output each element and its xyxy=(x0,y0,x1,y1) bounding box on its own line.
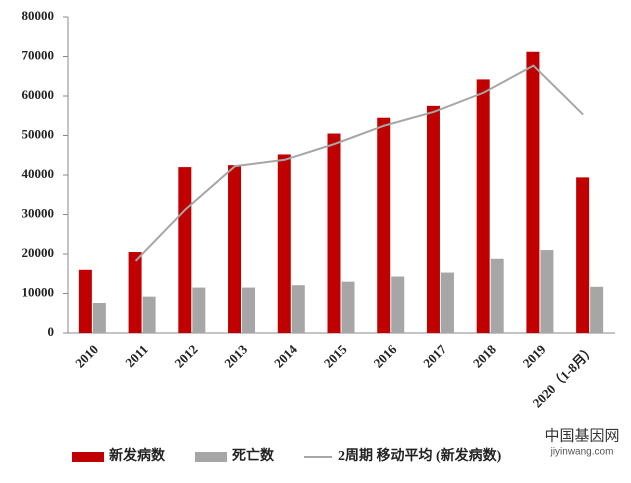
x-tick-label: 2019 xyxy=(520,341,549,370)
watermark-url: jiyinwang.com xyxy=(550,447,614,458)
x-tick-label: 2010 xyxy=(72,342,101,371)
bar xyxy=(228,165,242,333)
legend-label: 死亡数 xyxy=(231,447,275,464)
bar xyxy=(242,287,256,333)
bar xyxy=(526,51,540,333)
legend-swatch xyxy=(72,452,104,462)
y-tick-label: 60000 xyxy=(22,87,55,102)
y-tick-label: 80000 xyxy=(22,8,55,23)
bar xyxy=(291,285,305,333)
legend-label: 新发病数 xyxy=(109,447,166,464)
bar xyxy=(476,79,490,333)
bar xyxy=(192,287,206,333)
bar xyxy=(391,276,405,333)
y-tick-label: 50000 xyxy=(22,126,55,141)
x-tick-label: 2015 xyxy=(321,341,350,370)
x-tick-label: 2012 xyxy=(172,342,201,371)
bar xyxy=(590,286,604,333)
watermark-title: 中国基因网 xyxy=(544,427,619,444)
x-tick-label: 2014 xyxy=(271,341,300,370)
legend-swatch xyxy=(195,452,227,462)
x-tick-label: 2017 xyxy=(420,341,449,370)
bar xyxy=(78,269,92,333)
bar xyxy=(576,177,590,333)
y-tick-label: 30000 xyxy=(22,205,55,220)
x-tick-label: 2013 xyxy=(221,341,250,370)
bar xyxy=(377,117,391,333)
bar xyxy=(92,302,106,333)
line xyxy=(134,64,584,262)
x-tick-label: 2011 xyxy=(122,342,150,370)
y-tick-label: 20000 xyxy=(22,245,55,260)
bar xyxy=(277,154,291,333)
bar xyxy=(440,272,454,333)
legend-label: 2周期 移动平均 (新发病数) xyxy=(338,447,502,464)
bar xyxy=(178,167,192,333)
bar xyxy=(327,133,341,333)
y-tick-label: 40000 xyxy=(22,166,55,181)
y-tick-label: 0 xyxy=(48,324,55,339)
y-tick-label: 70000 xyxy=(22,47,55,62)
bar xyxy=(426,105,440,333)
bar xyxy=(341,281,355,333)
bar xyxy=(142,296,156,333)
y-tick-label: 10000 xyxy=(22,284,55,299)
bar xyxy=(540,250,554,333)
bar xyxy=(128,252,142,333)
bar xyxy=(490,258,504,333)
x-tick-label: 2016 xyxy=(370,341,399,370)
x-tick-label: 2018 xyxy=(470,341,499,370)
